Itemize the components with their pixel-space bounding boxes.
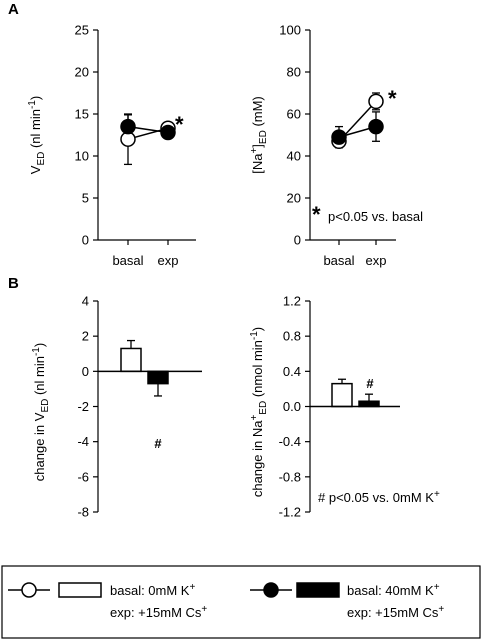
legend-box [1,565,481,639]
a-right-y-tick-label: 0 [294,233,301,248]
b-left-bar-open [120,347,142,373]
a-left-x-tick-label: exp [158,253,179,268]
b-right-y-tick-label: -0.8 [279,469,301,484]
note-basal: p<0.05 vs. basal [328,209,423,224]
a-right-significance-star: * [388,86,397,111]
a-left-point-filled [160,124,176,141]
a-right-y-tick-label: 20 [287,191,301,206]
legend-bar-open [58,582,102,598]
b-right-y-tick-label: 0.4 [283,364,301,379]
a-right-point-filled [331,129,347,145]
a-left-y-tick-label: 5 [82,191,89,206]
b-left-y-tick-label: -2 [77,399,89,414]
b-right-bar-filled [358,400,380,408]
b-right-y-tick-label: 0.8 [283,329,301,344]
b-right-y-tick-label: 1.2 [283,294,301,309]
legend: basal: 0mM K+ exp: +15mM Cs+ basal: 40mM… [1,565,481,639]
a-left-x-tick-label: basal [112,253,143,268]
b-right-y-tick-label: 0.0 [283,399,301,414]
b-left-significance-hash: # [154,436,162,451]
a-right-y-tick-label: 60 [287,107,301,122]
chart-b-left: 4 2 0 -2 -4 -6 -8 # [77,294,202,520]
a-right-x-tick-label: exp [366,253,387,268]
b-left-y-tick-label: -8 [77,505,89,520]
b-left-y-tick-label: -4 [77,434,89,449]
b-right-bar-open [331,382,353,408]
a-left-point-filled [120,118,136,135]
b-left-y-tick-label: 4 [82,294,89,309]
chart-a-right: 0 20 40 60 80 100 basal exp * [279,23,397,269]
legend-item2-line1: basal: 40mM K+ [347,582,440,598]
legend-marker-filled [263,582,279,598]
legend-item1-line2: exp: +15mM Cs+ [110,604,207,620]
panel-letter-a: A [8,1,19,18]
a-right-point-filled [368,118,384,135]
legend-item1-line1: basal: 0mM K+ [110,582,195,598]
b-left-y-tick-label: -6 [77,469,89,484]
ylabel-a-right: [Na+]ED (mM) [249,96,269,174]
legend-item2-line2: exp: +15mM Cs+ [347,604,444,620]
a-left-y-tick-label: 25 [75,23,89,38]
chart-a-left: 0 5 10 15 20 25 basal exp * [75,23,196,268]
ylabel-b-left: change in VED (nl min-1) [31,343,51,481]
b-right-significance-hash: # [366,376,374,391]
b-right-y-tick-label: -1.2 [279,505,301,520]
a-right-x-tick-label: basal [323,253,354,268]
note-k: # p<0.05 vs. 0mM K+ [318,489,440,505]
note-star: * [312,202,321,227]
a-left-y-tick-label: 0 [82,233,89,248]
a-right-y-tick-label: 80 [287,65,301,80]
b-left-y-tick-label: 0 [82,364,89,379]
b-right-y-tick-label: -0.4 [279,434,301,449]
a-right-y-tick-label: 100 [279,23,301,38]
a-right-point-open [368,93,384,110]
legend-marker-open [21,582,37,598]
a-left-y-tick-label: 20 [75,65,89,80]
ylabel-b-right: change in Na+ED (nmol min-1) [249,327,269,497]
legend-bar-filled [296,582,340,598]
chart-b-right: 1.2 0.8 0.4 0.0 -0.4 -0.8 -1.2 # [279,294,400,520]
a-left-y-tick-label: 10 [75,149,89,164]
a-left-y-tick-label: 15 [75,107,89,122]
ylabel-a-left: VED (nl min-1) [27,96,47,174]
b-left-y-tick-label: 2 [82,329,89,344]
b-left-bar-filled [147,370,169,385]
panel-letter-b: B [8,275,19,292]
a-right-y-tick-label: 40 [287,149,301,164]
a-left-significance-star: * [175,112,184,137]
